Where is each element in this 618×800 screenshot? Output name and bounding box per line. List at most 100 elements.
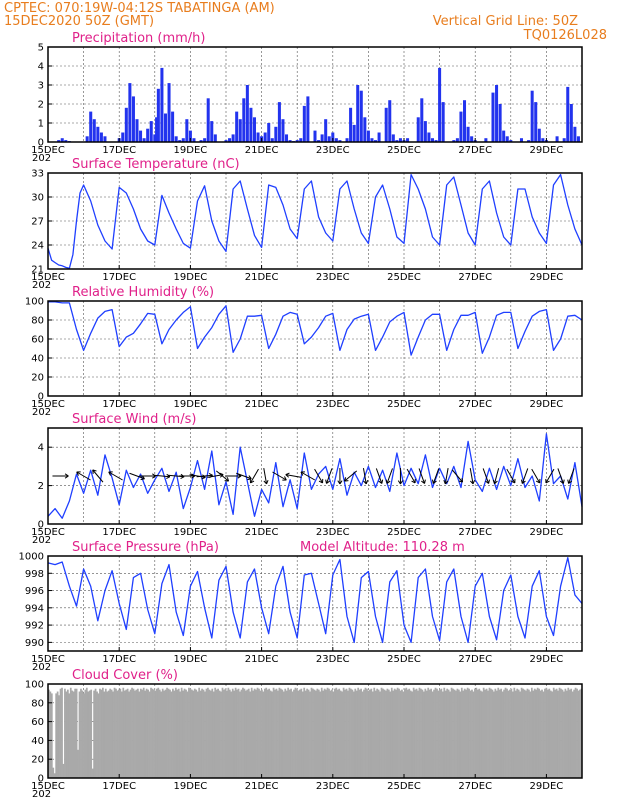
cloud-bar <box>565 690 568 778</box>
precipitation-panel: Precipitation (mm/h) 0 1 2 3 4 5 15DEC 17DEC 19DE… <box>31 31 583 164</box>
x-tick-label: 17DEC <box>102 272 136 283</box>
cloud-bar <box>406 689 409 778</box>
cloud-bar <box>352 691 355 778</box>
cloud-bar <box>452 688 454 778</box>
cloud-bar <box>106 691 109 778</box>
precip-bar <box>388 100 392 142</box>
cloud-bar <box>80 688 82 778</box>
cloud-bar <box>298 689 301 778</box>
cloud-bar <box>453 689 456 778</box>
cloud-bar <box>271 691 273 778</box>
cloud-bar <box>293 689 295 778</box>
cloud-bar <box>459 691 462 778</box>
cloud-bar <box>281 689 284 778</box>
precip-bar <box>498 104 502 142</box>
cloud-bar <box>418 687 421 778</box>
precip-bar <box>57 140 61 142</box>
y-tick-label: 60 <box>31 717 44 728</box>
cloud-bar <box>53 773 56 778</box>
cloud-bar <box>224 688 227 778</box>
wind-arrow <box>418 468 426 484</box>
cloud-bar <box>300 688 303 778</box>
cloud-bar <box>166 687 168 778</box>
precip-bar <box>192 138 196 142</box>
cloud-bar <box>110 689 113 778</box>
cloud-bar <box>52 767 55 778</box>
cloud-bar <box>579 689 581 778</box>
cloud-bar <box>91 768 94 778</box>
cloud-bar <box>437 690 440 778</box>
wind-arrow-head <box>325 479 330 484</box>
x-tick-label: 19DEC <box>174 399 208 410</box>
cloud-bar <box>266 689 269 778</box>
wind-arrow-head <box>108 471 113 476</box>
y-tick-label: 1000 <box>19 552 44 563</box>
cloud-bar <box>228 689 231 778</box>
precip-bar <box>245 85 249 142</box>
precip-bar <box>139 130 143 142</box>
cloud-bar <box>61 687 63 778</box>
y-tick-label: 100 <box>25 297 44 308</box>
cloud-bar <box>468 688 470 778</box>
cloud-bar <box>174 687 177 778</box>
precip-bar <box>505 136 509 142</box>
cloud-bar <box>118 689 120 778</box>
x-tick-label: 23DEC <box>316 272 350 283</box>
cloud-bar <box>249 691 252 778</box>
precip-bar <box>121 132 125 142</box>
wind-arrow <box>272 471 287 481</box>
cloud-bar <box>246 689 249 778</box>
cloud-bar <box>404 688 406 778</box>
cloud-bar <box>333 688 336 778</box>
cloud-bar <box>258 688 260 778</box>
x-tick-label: 23DEC <box>316 781 350 792</box>
cloud-bar <box>555 688 558 778</box>
precip-bar <box>160 67 164 142</box>
cloud-bar <box>329 690 332 778</box>
panel-title: Cloud Cover (%) <box>72 668 178 683</box>
cloud-bar <box>115 688 117 778</box>
cloud-bar <box>367 690 370 778</box>
cloud-bar <box>535 689 538 778</box>
cloud-bar <box>125 689 128 778</box>
cloud-bar <box>501 691 504 778</box>
cloud-bar <box>357 687 360 778</box>
cloud-bar <box>217 688 220 778</box>
cloud-bar <box>242 687 244 778</box>
cloud-bar <box>74 688 77 778</box>
cloud-bar <box>561 689 564 778</box>
cloud-bar <box>208 689 211 778</box>
wind-arrow <box>545 468 555 484</box>
cloud-bar <box>456 688 459 778</box>
cloud-bar <box>411 691 414 778</box>
plot-frame <box>47 300 583 397</box>
cloud-bar <box>288 689 291 778</box>
precip-bar <box>306 96 310 142</box>
cloud-bar <box>482 687 485 778</box>
cloud-bar <box>112 691 114 778</box>
cloud-bar <box>514 690 517 778</box>
precip-bar <box>206 98 210 142</box>
cloud-bar <box>504 687 507 778</box>
cloud-bar <box>62 763 65 778</box>
cloud-bar <box>234 687 237 778</box>
cloud-bar <box>310 687 313 778</box>
cloud-bar <box>192 690 195 778</box>
cloud-bar <box>291 691 294 778</box>
surface-temperature-panel: Surface Temperature (nC) 21 24 27 30 33 15DEC 1… <box>31 157 583 291</box>
cloud-bar <box>84 689 87 778</box>
cloud-bar <box>328 688 330 778</box>
cloud-bar <box>90 689 93 778</box>
cloud-bar <box>250 687 253 778</box>
cloud-bar <box>335 687 338 778</box>
x-tick-label: 27DEC <box>458 272 492 283</box>
precip-bar <box>441 102 445 142</box>
cloud-bar <box>510 688 513 778</box>
cloud-bar <box>317 689 320 778</box>
precip-bar <box>235 111 239 142</box>
cloud-bar <box>107 690 110 778</box>
precip-bar <box>384 107 388 142</box>
cloud-bar <box>443 687 446 778</box>
precip-bar <box>555 136 559 142</box>
cloud-bar <box>157 687 160 778</box>
